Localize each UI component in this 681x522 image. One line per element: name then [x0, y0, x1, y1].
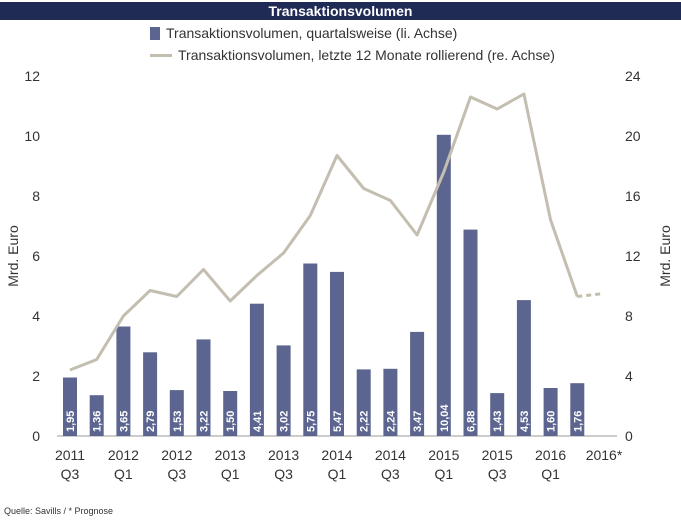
- y-right-tick-label: 4: [625, 368, 633, 384]
- bar-data-label: 3,22: [199, 411, 211, 432]
- source-note: Quelle: Savills / * Prognose: [4, 506, 114, 516]
- y-right-tick-label: 0: [625, 428, 633, 444]
- y-right-axis-label: Mrd. Euro: [657, 225, 673, 287]
- x-tick-label-quarter: Q3: [61, 466, 80, 482]
- bar: [196, 339, 211, 436]
- bar: [383, 368, 398, 436]
- x-tick-label-year: 2012: [108, 447, 139, 463]
- bar: [490, 393, 505, 436]
- bar: [89, 395, 104, 436]
- x-tick-label-year: 2011: [55, 447, 85, 463]
- bar: [249, 303, 264, 436]
- x-tick-label-year: 2012: [161, 447, 192, 463]
- x-tick-label-year: 2016: [535, 447, 566, 463]
- chart-title: Transaktionsvolumen: [0, 2, 681, 20]
- y-left-axis-label: Mrd. Euro: [5, 225, 21, 287]
- x-tick-label-quarter: Q1: [434, 466, 453, 482]
- bar: [570, 383, 585, 436]
- legend: Transaktionsvolumen, quartalsweise (li. …: [150, 22, 555, 66]
- bar-data-label: 1,50: [225, 411, 237, 432]
- rolling-volume-line: [69, 92, 579, 372]
- bar-data-label: 1,76: [572, 411, 584, 432]
- bar: [463, 229, 478, 436]
- y-left-tick-label: 8: [32, 188, 40, 204]
- y-right-tick-label: 12: [625, 248, 641, 264]
- bar-data-label: 3,02: [279, 411, 291, 432]
- bar-data-label: 1,60: [546, 411, 558, 432]
- x-tick-label-year: 2013: [215, 447, 246, 463]
- y-left-tick-label: 6: [32, 248, 40, 264]
- y-right-tick-label: 20: [625, 128, 641, 144]
- bar-swatch-icon: [150, 26, 160, 40]
- bar: [330, 271, 344, 436]
- legend-item-line: Transaktionsvolumen, letzte 12 Monate ro…: [150, 44, 555, 66]
- y-left-tick-label: 2: [32, 368, 40, 384]
- bar: [276, 345, 291, 436]
- x-tick-label-year: 2015: [482, 447, 513, 463]
- x-tick-label-year: 2013: [268, 447, 299, 463]
- legend-label-line: Transaktionsvolumen, letzte 12 Monate ro…: [178, 47, 555, 63]
- bar-data-label: 5,47: [332, 411, 344, 432]
- bar: [143, 352, 158, 436]
- bar: [543, 388, 558, 436]
- bar: [116, 326, 131, 436]
- y-left-tick-label: 4: [32, 308, 40, 324]
- x-tick-label-quarter: Q1: [541, 466, 560, 482]
- y-left-tick-label: 10: [24, 128, 40, 144]
- bar: [63, 377, 77, 436]
- bar-data-label: 2,24: [385, 410, 397, 432]
- bar: [356, 369, 371, 436]
- y-left-tick-label: 0: [32, 428, 40, 444]
- bar-data-label: 2,22: [359, 411, 371, 432]
- x-tick-label-year: 2014: [375, 447, 406, 463]
- x-tick-label-year: 2016*: [586, 447, 623, 463]
- y-right-tick-label: 16: [625, 188, 641, 204]
- bar: [410, 331, 425, 436]
- x-tick-label-quarter: Q3: [488, 466, 507, 482]
- bar-data-label: 1,53: [172, 411, 184, 432]
- bar: [436, 134, 451, 437]
- x-tick-label-quarter: Q3: [274, 466, 293, 482]
- legend-label-bars: Transaktionsvolumen, quartalsweise (li. …: [166, 25, 458, 41]
- line-swatch-icon: [150, 53, 172, 57]
- bar-data-label: 2,79: [145, 411, 157, 432]
- y-left-tick-label: 12: [24, 68, 40, 84]
- bar-data-label: 3,47: [412, 411, 424, 432]
- bar: [303, 263, 318, 436]
- x-tick-label-quarter: Q1: [221, 466, 240, 482]
- bar-data-label: 5,75: [305, 411, 317, 432]
- bar: [169, 390, 184, 436]
- x-tick-label-quarter: Q1: [114, 466, 133, 482]
- bar: [223, 391, 238, 436]
- forecast-line: [577, 292, 605, 298]
- bar-data-label: 4,41: [252, 411, 264, 432]
- x-tick-label-quarter: Q3: [167, 466, 186, 482]
- y-right-tick-label: 8: [625, 308, 633, 324]
- bar-data-label: 6,88: [466, 411, 478, 432]
- x-tick-label-year: 2015: [428, 447, 459, 463]
- x-tick-label-quarter: Q3: [381, 466, 400, 482]
- bar-data-label: 10,04: [439, 404, 451, 432]
- bar-data-label: 4,53: [519, 411, 531, 432]
- y-right-tick-label: 24: [625, 68, 641, 84]
- bar-data-label: 1,43: [492, 411, 504, 432]
- bar: [516, 300, 531, 436]
- x-tick-label-year: 2014: [321, 447, 352, 463]
- bar-data-label: 3,65: [118, 411, 130, 432]
- x-tick-label-quarter: Q1: [328, 466, 347, 482]
- bar-data-label: 1,36: [92, 411, 104, 432]
- legend-item-bars: Transaktionsvolumen, quartalsweise (li. …: [150, 22, 555, 44]
- bar-data-label: 1,95: [65, 411, 77, 432]
